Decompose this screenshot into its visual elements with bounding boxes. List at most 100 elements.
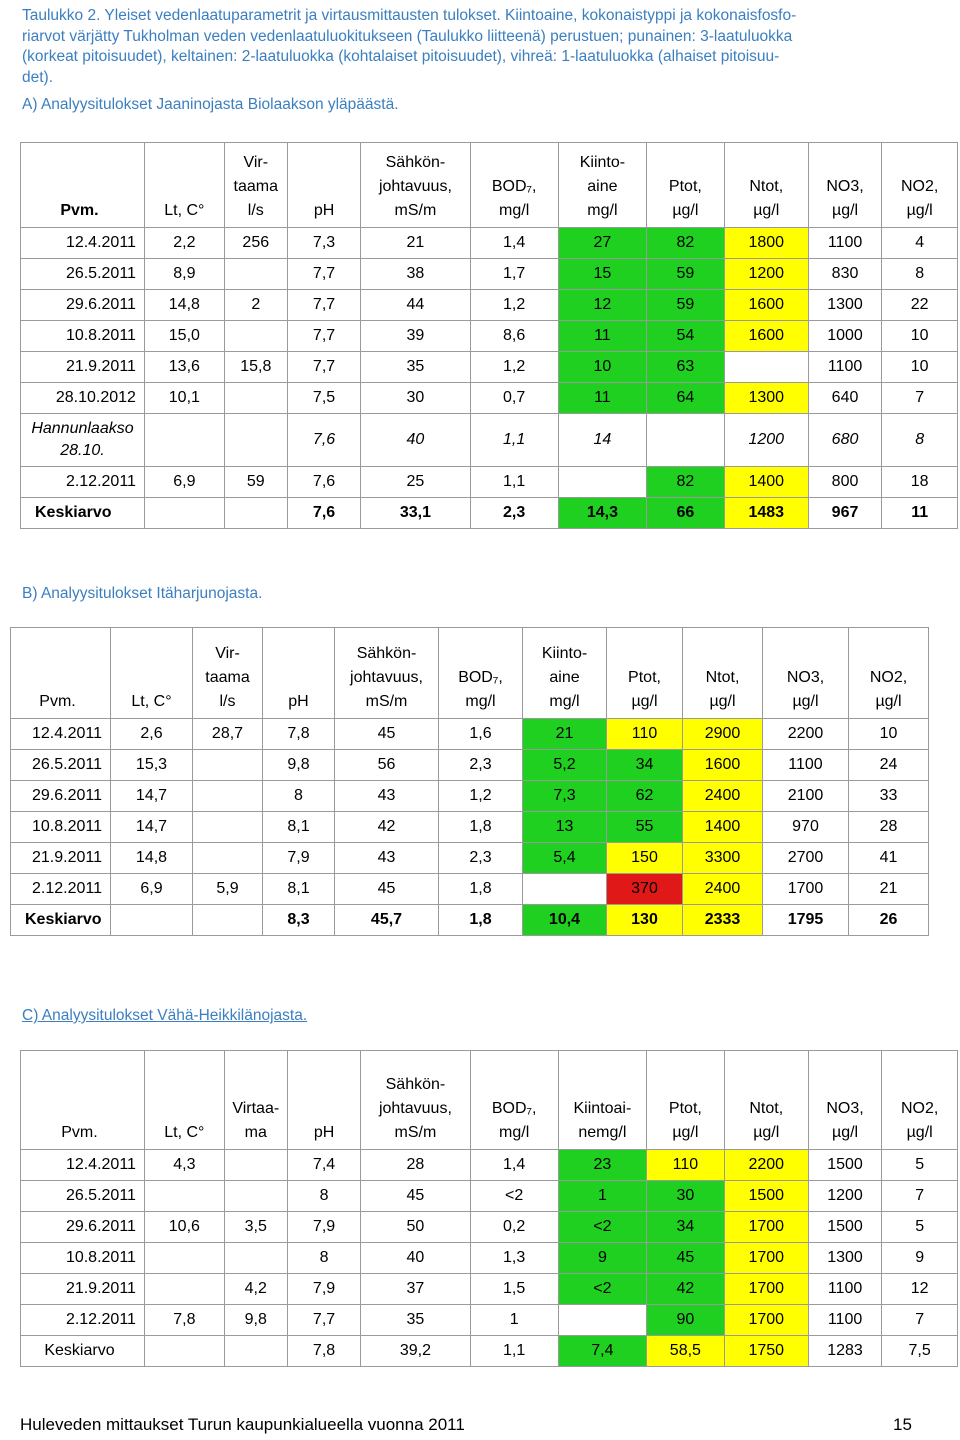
value-cell [646,413,725,467]
table-row: 26.5.2011 8,9 7,7 38 1,7 15 59 1200 830 8 [20,258,958,290]
value-cell: 1600 [682,749,763,781]
column-header-text: Kiintoai- [573,1100,632,1117]
column-header-text: NO3, [786,669,825,686]
value-cell: 7,9 [286,1211,362,1243]
value-cell: 3300 [682,842,763,874]
table-row: 10.8.2011 8 40 1,3 9 45 1700 1300 9 [20,1242,958,1274]
date-cell: 12.4.2011 [20,1149,145,1181]
column-header: Sähkön-johtavuus, mS/m [360,142,471,228]
column-header-text: NO3, [826,178,864,195]
value-cell: 1400 [682,811,763,843]
value-cell [223,1180,288,1212]
value-cell [192,780,263,812]
table-itaharjunoja: Pvm. Lt, C° Vir-taama l/s pH Sähkön-johtavuus… [10,627,929,936]
value-cell: 33 [848,780,929,812]
value-cell: 2,3 [438,749,523,781]
value-cell: 14,8 [143,289,225,321]
value-cell: 1,1 [469,413,559,467]
value-cell: 14,8 [110,842,193,874]
value-cell: 27 [557,227,648,259]
value-cell: 5,4 [522,842,607,874]
value-cell: 7,6 [286,466,362,498]
value-cell: 11 [881,497,958,529]
column-header-text: johtavuus, [378,1100,452,1117]
column-header-text: BOD₇, [458,669,503,686]
column-header-text: µg/l [709,693,736,710]
value-cell [223,1242,288,1274]
value-cell: 2,6 [110,718,193,750]
value-cell: 45 [646,1242,725,1274]
table-caption: Taulukko 2. Yleiset vedenlaatuparametrit… [22,6,942,88]
column-header-text: Sähkön- [385,154,446,171]
value-cell: 8 [881,258,958,290]
column-header-text: Pvm. [60,202,99,219]
value-cell: 2,3 [469,497,559,529]
value-cell: 1300 [807,1242,883,1274]
value-cell: 7,7 [286,289,362,321]
table-row: 10.8.2011 15,0 7,7 39 8,6 11 54 1600 1000 10 [20,320,958,352]
table-row: 12.4.2011 2,2 256 7,3 21 1,4 27 82 1800 1100 4 [20,227,958,259]
column-header-text: Pvm. [39,693,76,710]
table-row: 26.5.2011 8 45 <2 1 30 1500 1200 7 [20,1180,958,1212]
date-cell: Keskiarvo [20,1335,145,1367]
value-cell: 30 [360,382,471,414]
date-cell: 10.8.2011 [20,1242,145,1274]
value-cell [192,904,263,936]
column-header: NO3, µg/l [807,1050,883,1150]
value-cell: 1750 [723,1335,809,1367]
value-cell: 43 [334,780,439,812]
column-header: NO2, µg/l [848,627,929,719]
value-cell: 7 [881,1180,958,1212]
value-cell: 5,2 [522,749,607,781]
value-cell: 1700 [723,1242,809,1274]
column-header: Lt, C° [143,142,225,228]
column-header-text: Sähkön- [385,1076,446,1093]
page-footer: Huleveden mittaukset Turun kaupunkialuee… [20,1415,465,1434]
column-header-text: pH [288,693,309,710]
column-header-text: NO2, [869,669,908,686]
value-cell: 967 [807,497,883,529]
value-cell: 18 [881,466,958,498]
column-header-text: BOD₇, [491,178,537,195]
value-cell: 1200 [723,413,809,467]
value-cell [143,1273,225,1305]
value-cell: 1300 [807,289,883,321]
date-cell: 2.12.2011 [20,466,145,498]
value-cell: 7,4 [286,1149,362,1181]
table-row: 21.9.2011 13,6 15,8 7,7 35 1,2 10 63 1100 10 [20,351,958,383]
column-header-text: Vir- [243,154,269,171]
value-cell: 256 [223,227,288,259]
value-cell [223,258,288,290]
value-cell [143,1335,225,1367]
value-cell [557,466,648,498]
value-cell: 35 [360,351,471,383]
date-cell: 26.5.2011 [10,749,111,781]
value-cell: 24 [848,749,929,781]
column-header-text: taama [233,178,278,195]
value-cell: 1,1 [469,466,559,498]
value-cell: 7,3 [522,780,607,812]
table-row: 29.6.2011 14,7 8 43 1,2 7,3 62 2400 2100 33 [10,780,929,812]
table-row: 10.8.2011 14,7 8,1 42 1,8 13 55 1400 970 28 [10,811,929,843]
value-cell: <2 [557,1211,648,1243]
value-cell: 7,8 [286,1335,362,1367]
average-row: Keskiarvo 8,3 45,7 1,8 10,4 130 2333 1795 26 [10,904,929,936]
value-cell: 40 [360,413,471,467]
value-cell: 1600 [723,289,809,321]
value-cell: 6,9 [143,466,225,498]
value-cell [723,351,809,383]
column-header-text: µg/l [631,693,658,710]
table-vaha-heikkilanoja: Pvm. Lt, C° Virtaa-ma pH Sähkön-johtavuus, mS… [20,1050,958,1367]
value-cell [192,842,263,874]
value-cell: 1,4 [469,227,559,259]
value-cell [223,497,288,529]
value-cell [143,413,225,467]
value-cell: 1,5 [469,1273,559,1305]
column-header-text: µg/l [906,202,933,219]
value-cell: 54 [646,320,725,352]
value-cell: 7 [881,382,958,414]
value-cell: 11 [557,382,648,414]
page-number: 15 [893,1415,912,1434]
column-header-text: aine [587,178,618,195]
value-cell: 2,3 [438,842,523,874]
